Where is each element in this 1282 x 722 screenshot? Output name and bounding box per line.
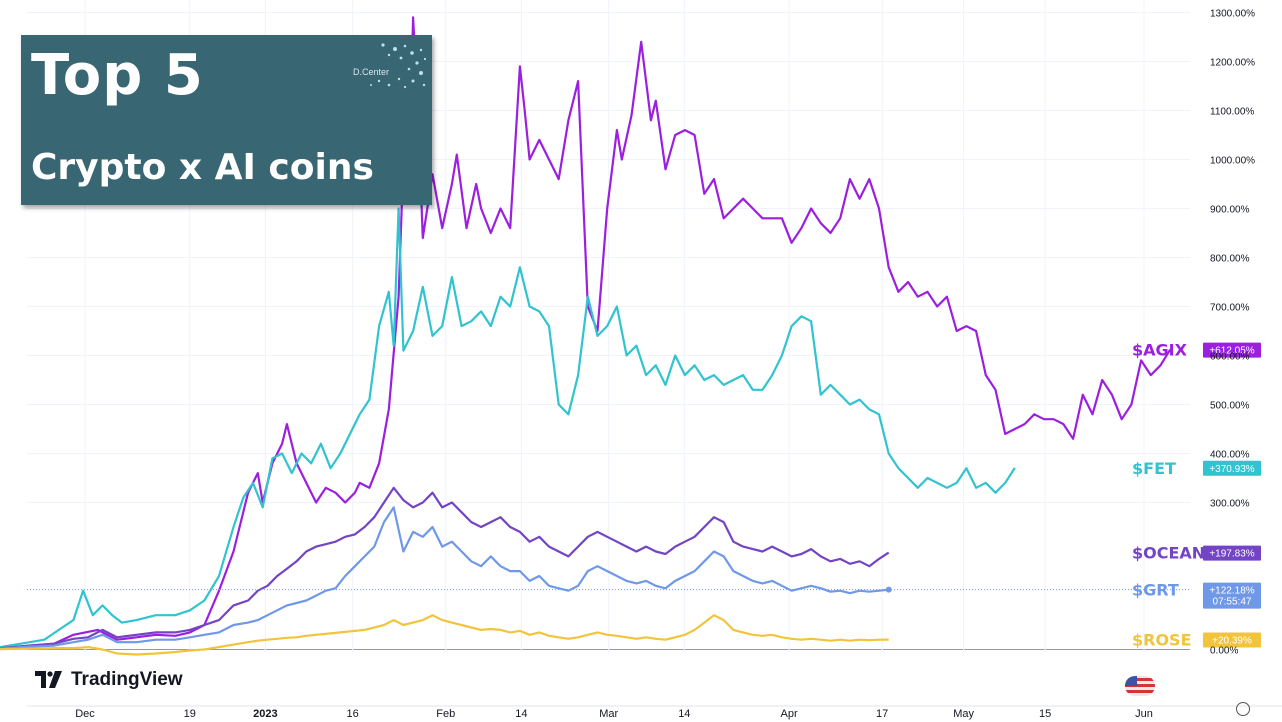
x-tick-label: 2023 xyxy=(253,708,277,720)
series-name-label: $AGIX xyxy=(1132,341,1188,360)
y-tick-label: 0.00% xyxy=(1210,646,1238,657)
series-line-agix xyxy=(0,16,1172,650)
series-line-grt xyxy=(0,506,889,650)
x-tick-label: Dec xyxy=(75,708,95,720)
x-tick-label: Apr xyxy=(780,708,797,720)
series-end-dot xyxy=(885,586,892,593)
series-value-text: +20.39% xyxy=(1212,636,1252,647)
series-lines xyxy=(0,16,1190,656)
series-value-badge xyxy=(1203,582,1261,609)
title-subtitle: Crypto x AI coins xyxy=(31,147,374,188)
y-tick-label: 900.00% xyxy=(1210,204,1250,215)
tradingview-logo[interactable]: TradingView xyxy=(35,668,183,692)
x-axis: Dec 19 2023 16 Feb 14 Mar 14 Apr 17 May 15 Jun xyxy=(75,708,1153,720)
y-tick-label: 800.00% xyxy=(1210,253,1250,264)
y-tick-label: 1200.00% xyxy=(1210,57,1255,68)
series-value-text: +370.93% xyxy=(1209,464,1254,475)
y-tick-label: 300.00% xyxy=(1210,499,1250,510)
dcenter-logo-text: D.Center xyxy=(353,67,390,77)
series-line-fet xyxy=(0,207,1016,649)
series-name-label: $FET xyxy=(1132,459,1176,478)
series-line-rose xyxy=(0,614,889,656)
y-tick-label: 1300.00% xyxy=(1210,8,1255,19)
x-tick-label: 16 xyxy=(347,708,359,720)
dcenter-dots-icon xyxy=(370,43,427,89)
y-tick-label: 1000.00% xyxy=(1210,155,1255,166)
title-main: Top 5 xyxy=(31,43,204,108)
series-name-label: $ROSE xyxy=(1132,631,1192,650)
tradingview-brand-text: TradingView xyxy=(71,669,183,690)
series-countdown-text: 07:55:47 xyxy=(1213,597,1252,608)
settings-icon[interactable] xyxy=(1236,702,1250,716)
series-name-label: $GRT xyxy=(1132,581,1179,600)
x-tick-label: Feb xyxy=(436,708,455,720)
us-flag-icon[interactable] xyxy=(1125,676,1155,696)
x-tick-label: 17 xyxy=(876,708,888,720)
series-labels: $AGIX +612.05% $FET +370.93% $OCEAN +197.83% $… xyxy=(1132,341,1261,650)
series-value-text: +197.83% xyxy=(1209,549,1254,560)
x-tick-label: 15 xyxy=(1039,708,1051,720)
series-value-badge xyxy=(1203,545,1261,561)
x-tick-label: May xyxy=(953,708,974,720)
y-tick-label: 500.00% xyxy=(1210,401,1250,412)
x-tick-label: 14 xyxy=(678,708,690,720)
title-box: Top 5 Crypto x AI coins D.Center xyxy=(21,35,432,205)
x-tick-label: 19 xyxy=(184,708,196,720)
x-tick-label: 14 xyxy=(515,708,527,720)
y-tick-label: 1100.00% xyxy=(1210,106,1254,117)
series-line-ocean xyxy=(0,486,890,650)
y-tick-label: 600.00% xyxy=(1210,352,1250,363)
series-name-label: $OCEAN xyxy=(1132,544,1205,563)
y-tick-label: 700.00% xyxy=(1210,302,1250,313)
x-tick-label: Jun xyxy=(1135,708,1153,720)
series-value-text: +612.05% xyxy=(1209,346,1254,357)
series-value-badge xyxy=(1203,342,1261,358)
series-value-badge xyxy=(1203,632,1261,648)
x-tick-label: Mar xyxy=(599,708,618,720)
series-value-text: +122.18% xyxy=(1209,586,1254,597)
tradingview-logo-icon xyxy=(35,671,62,688)
dcenter-logo: D.Center xyxy=(349,41,427,91)
y-tick-label: 400.00% xyxy=(1210,450,1250,461)
series-value-badge xyxy=(1203,460,1261,476)
y-axis: 0.00% 300.00% 400.00% 500.00% 600.00% 700.00%… xyxy=(1210,8,1255,656)
